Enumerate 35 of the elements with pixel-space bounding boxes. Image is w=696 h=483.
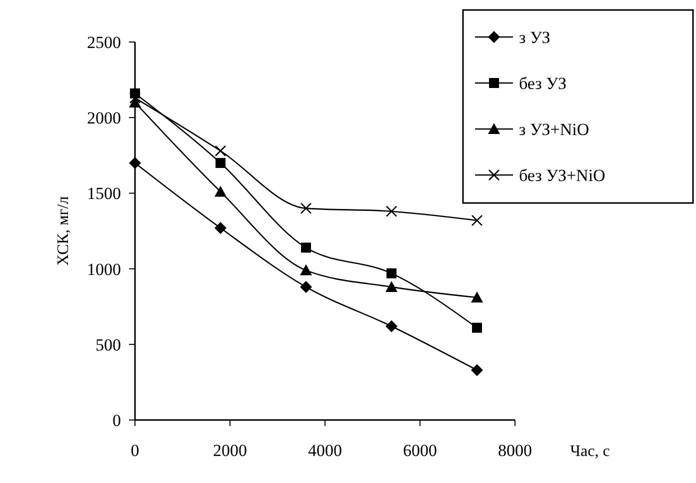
y-tick-label: 500 xyxy=(96,335,121,354)
point xyxy=(300,280,312,293)
point xyxy=(471,292,483,303)
legend-label: з УЗ+NiO xyxy=(519,120,590,139)
point xyxy=(386,320,398,332)
point xyxy=(214,145,226,157)
x-tick-label: 2000 xyxy=(213,441,247,460)
x-tick-label: 4000 xyxy=(308,441,342,460)
y-tick-label: 0 xyxy=(112,410,121,430)
x-tick-label: 0 xyxy=(130,441,140,460)
point xyxy=(216,158,226,168)
x-tick-label: 6000 xyxy=(403,441,437,460)
point xyxy=(300,264,312,276)
point xyxy=(386,268,396,278)
point xyxy=(214,186,226,197)
y-axis-title: ХСК, мг/л xyxy=(55,196,72,266)
point xyxy=(386,206,398,217)
y-tick-label: 1000 xyxy=(87,260,121,279)
point xyxy=(300,202,312,214)
y-tick-label: 1500 xyxy=(87,184,121,204)
y-tick-label: 2000 xyxy=(87,108,121,128)
point xyxy=(471,214,483,226)
point xyxy=(471,364,483,376)
legend-label: з УЗ xyxy=(519,28,550,47)
point xyxy=(472,322,482,333)
x-tick-label: 8000 xyxy=(498,441,532,460)
y-tick-label: 2500 xyxy=(87,32,121,52)
point xyxy=(301,242,311,253)
point xyxy=(386,280,398,292)
point xyxy=(129,156,141,169)
legend-label: без УЗ xyxy=(519,74,566,93)
x-axis-title: Час, с xyxy=(570,443,610,460)
point xyxy=(214,222,226,234)
point xyxy=(129,92,141,104)
legend-label: без УЗ+NiO xyxy=(519,166,606,185)
